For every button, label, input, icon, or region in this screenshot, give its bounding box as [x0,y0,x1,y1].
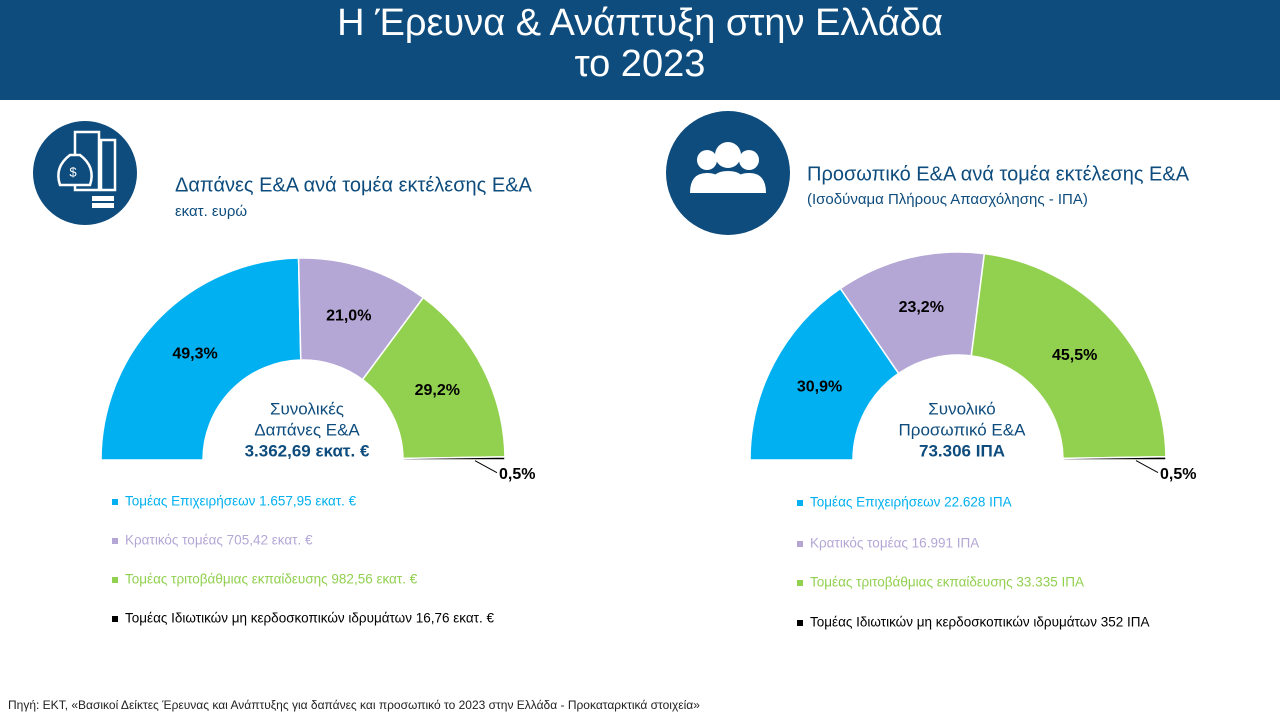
leader-line [474,460,498,474]
source-note: Πηγή: ΕΚΤ, «Βασικοί Δείκτες Έρευνας και … [8,698,700,712]
center-label: Προσωπικό Ε&Α [899,420,1027,439]
value-label: 45,5% [1052,347,1097,364]
donut-segment [749,287,900,461]
chart-title: Προσωπικό Ε&Α ανά τομέα εκτέλεσης Ε&Α [807,163,1190,185]
center-label: 73.306 ΙΠΑ [919,441,1005,460]
money-icon: $ [33,121,137,225]
legend-entry: Τομέας Επιχειρήσεων 1.657,95 εκατ. € [125,494,357,509]
donut-segment [1062,455,1167,461]
legend-entry: Τομέας Ιδιωτικών μη κερδοσκοπικών ιδρυμά… [125,611,495,626]
chart-title: Δαπάνες Ε&Α ανά τομέα εκτέλεσης Ε&Α [175,174,533,196]
donut-segment [402,456,506,461]
value-label: 29,2% [415,382,460,399]
page-title: το 2023 [575,43,706,85]
value-label: 49,3% [172,346,217,363]
legend-entry: Τομέας τριτοβάθμιας εκπαίδευσης 33.335 Ι… [810,575,1084,590]
legend-swatch [112,499,118,505]
legend-entry: Τομέας Επιχειρήσεων 22.628 ΙΠΑ [810,495,1012,510]
legend-swatch [797,500,803,506]
legend-entry: Κρατικός τομέας 16.991 ΙΠΑ [810,536,979,551]
header-bar [0,0,1280,100]
legend-entry: Τομέας τριτοβάθμιας εκπαίδευσης 982,56 ε… [125,572,418,587]
page-title: Η Έρευνα & Ανάπτυξη στην Ελλάδα [337,2,943,44]
value-label: 30,9% [797,378,842,395]
svg-text:$: $ [69,164,77,179]
value-label: 0,5% [1160,466,1196,483]
chart-subtitle: (Ισοδύναμα Πλήρους Απασχόλησης - ΙΠΑ) [807,191,1088,208]
center-label: 3.362,69 εκατ. € [245,441,370,460]
chart-subtitle: εκατ. ευρώ [175,203,247,220]
legend-swatch [797,620,803,626]
legend-swatch [797,541,803,547]
legend-swatch [112,538,118,544]
center-label: Συνολικό [928,399,995,418]
legend-swatch [112,577,118,583]
value-label: 21,0% [326,307,371,324]
people-icon [666,111,790,235]
value-label: 0,5% [499,466,535,483]
legend-entry: Τομέας Ιδιωτικών μη κερδοσκοπικών ιδρυμά… [810,615,1150,630]
donut-segment [100,257,302,461]
center-label: Συνολικές [270,399,344,418]
legend-swatch [797,580,803,586]
legend-entry: Κρατικός τομέας 705,42 εκατ. € [125,533,313,548]
center-label: Δαπάνες Ε&Α [254,420,360,439]
donut-segment [970,252,1167,460]
value-label: 23,2% [899,299,944,316]
legend-swatch [112,616,118,622]
leader-line [1135,460,1159,474]
